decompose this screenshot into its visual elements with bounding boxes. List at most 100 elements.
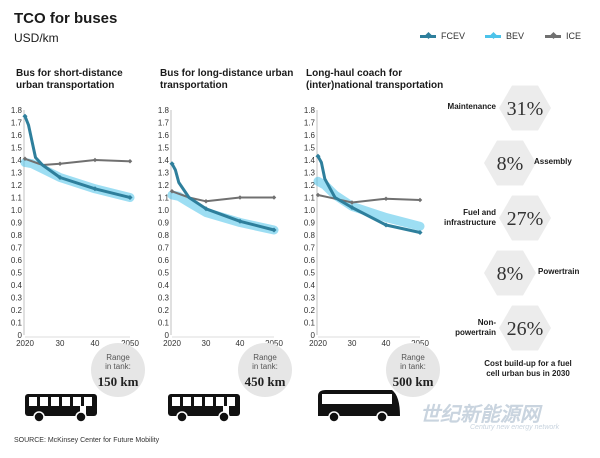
x-tick-label: 2020: [16, 339, 34, 348]
data-point-ice: [92, 157, 98, 163]
hex-label-assembly: Assembly: [534, 157, 572, 166]
y-tick-label: 0.7: [304, 244, 316, 253]
y-tick-label: 1.8: [304, 106, 316, 115]
panel-title-long: Bus for long-distance urban transportati…: [160, 68, 294, 91]
y-tick-label: 0.6: [158, 256, 170, 265]
legend-item-bev: BEV: [485, 31, 524, 41]
y-tick-label: 1.6: [11, 131, 23, 140]
y-tick-label: 0.8: [11, 231, 23, 240]
y-tick-label: 1.1: [304, 194, 316, 203]
data-point-ice: [417, 197, 423, 203]
y-tick-label: 0.4: [11, 281, 23, 290]
range-circle: [386, 343, 440, 397]
watermark: 世纪新能源网: [420, 404, 540, 426]
y-tick-label: 0.3: [158, 294, 170, 303]
range-label: Range: [106, 353, 130, 362]
y-tick-label: 1.6: [304, 131, 316, 140]
bus-door: [223, 406, 229, 415]
data-point-ice: [271, 195, 277, 200]
y-tick-label: 0.5: [304, 269, 316, 278]
panel-title-coach: Long-haul coach for (inter)national tran…: [306, 68, 444, 91]
cost-hexagon: [499, 85, 551, 131]
data-point-ice: [315, 192, 321, 198]
chart-subtitle: USD/km: [14, 31, 59, 45]
legend-swatch-ice: [545, 34, 561, 38]
data-point-ice: [203, 198, 209, 204]
y-tick-label: 1.4: [158, 156, 170, 165]
range-label: in tank:: [252, 362, 278, 371]
bus-wheel: [75, 411, 87, 423]
y-tick-label: 0.3: [11, 294, 23, 303]
y-tick-label: 1.8: [158, 106, 170, 115]
x-tick-label: 30: [348, 339, 357, 348]
data-point-fcev: [127, 194, 133, 201]
cost-hexagon: [484, 140, 536, 186]
data-point-fcev: [169, 161, 175, 167]
data-point-ice: [127, 158, 133, 164]
y-tick-label: 0.2: [11, 306, 23, 315]
data-point-fcev: [315, 153, 321, 159]
chart-panel-2: 0 0.1 0.2 0.3 0.4 0.5 0.6 0.7 0.8 0.9 1.0 1.1 1.2 1.3…: [304, 106, 440, 423]
y-tick-label: 0.7: [11, 244, 23, 253]
bus-window: [216, 397, 224, 406]
legend-swatch-fcev: [420, 34, 436, 38]
x-tick-label: 30: [202, 339, 211, 348]
y-tick-label: 0.5: [158, 269, 170, 278]
data-point-ice: [237, 195, 243, 200]
y-tick-label: 0.6: [304, 256, 316, 265]
y-tick-label: 0.7: [158, 244, 170, 253]
bus-icon: [168, 394, 240, 423]
bus-wheel: [218, 411, 230, 423]
bus-wheel: [33, 411, 45, 423]
y-tick-label: 1.0: [158, 206, 170, 215]
series-line-bev: [313, 176, 425, 231]
y-tick-label: 1.5: [158, 144, 170, 153]
hex-label-powertrain: Powertrain: [538, 267, 580, 276]
y-tick-label: 0.4: [304, 281, 316, 290]
coach-wheel: [328, 411, 340, 423]
y-tick-label: 0.9: [158, 219, 170, 228]
bus-window: [62, 397, 70, 406]
y-tick-label: 0.1: [11, 319, 23, 328]
y-tick-label: 1.2: [158, 181, 170, 190]
chart-panel-1: 0 0.1 0.2 0.3 0.4 0.5 0.6 0.7 0.8 0.9 1.0 1.1 1.2 1.3…: [158, 106, 292, 423]
legend-label-ice: ICE: [566, 31, 582, 41]
data-point-fcev: [237, 218, 243, 224]
bus-window: [227, 397, 235, 406]
y-tick-label: 0: [165, 331, 170, 340]
range-label: Range: [253, 353, 277, 362]
y-tick-label: 0.9: [304, 219, 316, 228]
legend-swatch-bev: [485, 34, 501, 38]
y-tick-label: 1.4: [304, 156, 316, 165]
bus-icon: [25, 394, 97, 423]
range-km: 450 km: [245, 374, 286, 389]
x-tick-label: 2020: [309, 339, 327, 348]
chart-panel-0: 0 0.1 0.2 0.3 0.4 0.5 0.6 0.7 0.8 0.9 1.0 1.1 1.2 1.3…: [11, 106, 145, 423]
y-tick-label: 1.5: [304, 144, 316, 153]
chart-title: TCO for buses: [14, 10, 118, 27]
range-circle: [91, 343, 145, 397]
y-tick-label: 0.4: [158, 281, 170, 290]
x-tick-label: 30: [56, 339, 65, 348]
bus-window: [84, 397, 92, 406]
x-tick-label: 40: [236, 339, 245, 348]
y-tick-label: 0.1: [158, 319, 170, 328]
data-point-fcev: [203, 206, 209, 212]
y-tick-label: 1.1: [158, 194, 170, 203]
y-tick-label: 1.7: [304, 119, 316, 128]
legend-label-bev: BEV: [506, 31, 525, 41]
range-km: 150 km: [98, 374, 139, 389]
series-line-fcev: [23, 114, 132, 199]
y-tick-label: 0.2: [304, 306, 316, 315]
cost-hexagon: [484, 250, 536, 296]
y-tick-label: 1.8: [11, 106, 23, 115]
bus-wheel: [176, 411, 188, 423]
y-tick-label: 1.2: [11, 181, 23, 190]
data-point-fcev: [92, 186, 98, 192]
y-tick-label: 1.6: [158, 131, 170, 140]
y-tick-label: 0.1: [304, 319, 316, 328]
y-tick-label: 0.3: [304, 294, 316, 303]
y-tick-label: 0.8: [158, 231, 170, 240]
